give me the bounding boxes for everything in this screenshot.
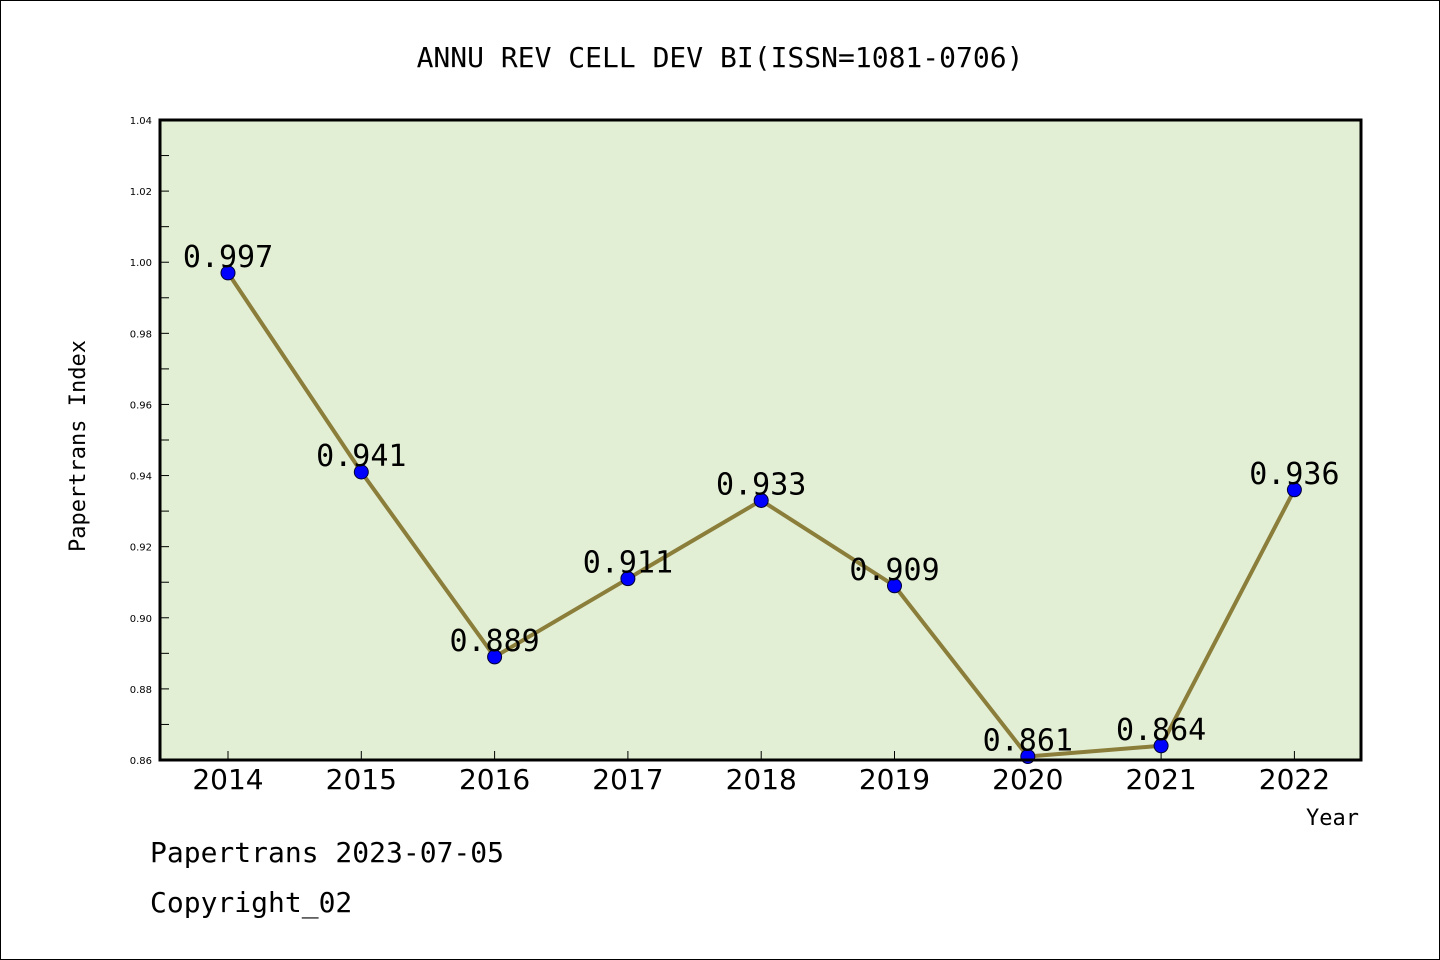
x-axis-label: Year: [1306, 806, 1359, 831]
x-tick-label: 2018: [726, 763, 797, 796]
y-axis-ticks: 0.86 0.88 0.90 0.92 0.94 0.96 0.98 1.00 1.02 1.04: [130, 116, 169, 767]
data-point: [487, 649, 503, 665]
y-tick-label: 0.94: [130, 472, 152, 483]
x-tick-label: 2019: [859, 763, 930, 796]
data-label: 0.911: [583, 546, 673, 581]
x-tick-label: 2017: [592, 763, 663, 796]
data-label: 0.861: [983, 723, 1073, 758]
x-tick-label: 2021: [1125, 763, 1196, 796]
y-tick-label: 0.96: [130, 400, 152, 411]
data-point: [353, 464, 369, 480]
data-point: [887, 578, 902, 594]
plot-border: [158, 118, 1363, 762]
x-tick-label: 2014: [192, 763, 263, 796]
data-point: [1153, 738, 1169, 754]
y-axis-label: Papertrans Index: [66, 340, 91, 552]
y-tick-label: 1.00: [130, 258, 152, 269]
data-point: [620, 571, 636, 587]
y-tick-label: 0.88: [130, 685, 152, 696]
y-tick-label: 0.98: [130, 329, 152, 340]
data-markers: [220, 265, 1302, 764]
footer-date-text: Papertrans 2023-07-05: [150, 836, 505, 869]
data-label: 0.889: [449, 624, 539, 659]
footer-copyright-text: Copyright_02: [150, 886, 353, 919]
data-label: 0.909: [849, 553, 939, 588]
plot-area: [160, 120, 1361, 760]
x-tick-label: 2016: [459, 763, 530, 796]
y-tick-label: 1.02: [130, 187, 152, 198]
data-label: 0.933: [716, 467, 806, 502]
x-tick-label: 2015: [326, 763, 397, 796]
data-label: 0.936: [1249, 457, 1339, 492]
y-tick-label: 0.92: [130, 543, 152, 554]
chart-title: ANNU REV CELL DEV BI(ISSN=1081-0706): [417, 41, 1024, 74]
data-point: [1286, 482, 1302, 498]
x-axis-ticks: 2014 2015 2016 2017 2018 2019 2020 2021 2022: [192, 751, 1330, 796]
y-tick-label: 0.90: [130, 614, 152, 625]
x-tick-label: 2022: [1259, 763, 1330, 796]
x-tick-label: 2020: [992, 763, 1063, 796]
data-point: [753, 492, 769, 508]
data-labels: 0.997 0.941 0.889 0.911 0.933 0.909 0.861 0.864…: [183, 240, 1340, 759]
data-point: [220, 265, 236, 281]
y-tick-label: 1.04: [130, 116, 152, 127]
data-label: 0.941: [316, 439, 406, 474]
data-label: 0.864: [1116, 713, 1206, 748]
data-label: 0.997: [183, 240, 273, 275]
y-tick-label: 0.86: [130, 756, 152, 767]
